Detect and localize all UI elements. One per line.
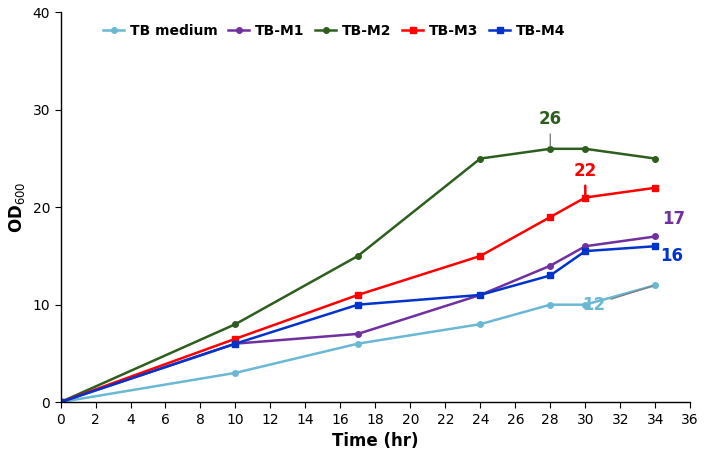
TB-M2 xyxy=(651,156,659,161)
TB-M3 xyxy=(476,253,484,259)
TB-M3 xyxy=(581,195,590,200)
Line: TB-M1: TB-M1 xyxy=(58,234,658,405)
TB-M1 xyxy=(232,341,240,346)
TB medium xyxy=(56,399,65,405)
TB-M1 xyxy=(581,244,590,249)
TB medium xyxy=(546,302,554,308)
TB-M2 xyxy=(56,399,65,405)
X-axis label: Time (hr): Time (hr) xyxy=(332,432,419,450)
TB-M3 xyxy=(651,185,659,191)
Text: 26: 26 xyxy=(539,111,562,146)
TB-M2 xyxy=(476,156,484,161)
Line: TB medium: TB medium xyxy=(58,282,658,405)
TB medium xyxy=(651,282,659,288)
TB-M2 xyxy=(581,146,590,152)
Legend: TB medium, TB-M1, TB-M2, TB-M3, TB-M4: TB medium, TB-M1, TB-M2, TB-M3, TB-M4 xyxy=(99,19,569,42)
TB-M1 xyxy=(651,234,659,239)
TB-M1 xyxy=(546,263,554,268)
Text: 22: 22 xyxy=(574,162,597,195)
TB-M3 xyxy=(232,336,240,341)
TB medium xyxy=(232,370,240,376)
TB-M2 xyxy=(232,321,240,327)
TB-M1 xyxy=(476,292,484,298)
TB-M4 xyxy=(546,273,554,278)
Line: TB-M3: TB-M3 xyxy=(58,185,658,405)
Line: TB-M4: TB-M4 xyxy=(58,244,658,405)
TB-M3 xyxy=(354,292,362,298)
TB-M4 xyxy=(581,248,590,254)
Line: TB-M2: TB-M2 xyxy=(58,146,658,405)
Text: 17: 17 xyxy=(662,210,686,228)
TB-M3 xyxy=(56,399,65,405)
TB-M1 xyxy=(354,331,362,337)
TB-M1 xyxy=(56,399,65,405)
TB medium xyxy=(476,321,484,327)
TB-M2 xyxy=(546,146,554,152)
TB-M4 xyxy=(354,302,362,308)
Text: 16: 16 xyxy=(655,246,683,265)
TB-M4 xyxy=(56,399,65,405)
TB medium xyxy=(581,302,590,308)
TB-M4 xyxy=(651,244,659,249)
TB-M4 xyxy=(476,292,484,298)
TB-M4 xyxy=(232,341,240,346)
TB-M3 xyxy=(546,214,554,220)
TB-M2 xyxy=(354,253,362,259)
Text: 12: 12 xyxy=(582,286,652,314)
TB medium xyxy=(354,341,362,346)
Y-axis label: OD$_{600}$: OD$_{600}$ xyxy=(7,181,27,233)
